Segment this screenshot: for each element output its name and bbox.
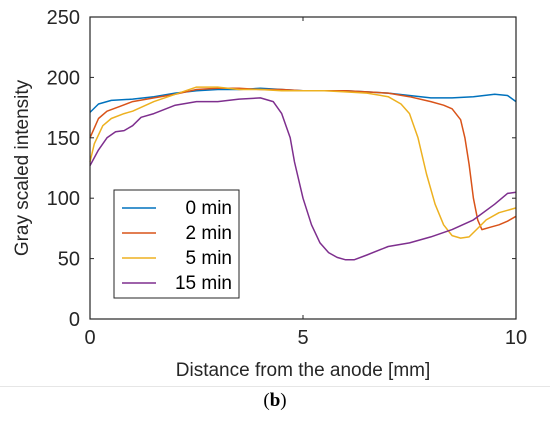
series-line-15-min (89, 97, 517, 261)
x-tick-label: 5 (297, 327, 308, 349)
x-tick-label: 10 (505, 327, 527, 349)
series-line-2-min (89, 87, 517, 231)
legend: 0 min 2 min 5 min 15 min (113, 189, 240, 299)
x-tick-label: 0 (84, 327, 95, 349)
y-tick-label: 200 (47, 67, 80, 89)
legend-items: 0 min 2 min 5 min 15 min (122, 198, 232, 294)
y-tick-label: 100 (47, 188, 80, 210)
y-tick-label: 250 (47, 7, 80, 29)
panel-label: (b) (0, 390, 550, 412)
panel-label-letter: b (269, 390, 281, 411)
panel-label-close: ) (280, 390, 287, 411)
y-tick-label: 0 (69, 309, 80, 331)
legend-label-15-min: 15 min (175, 273, 232, 294)
legend-label-5-min: 5 min (186, 248, 232, 269)
legend-label-0-min: 0 min (186, 198, 232, 219)
legend-label-2-min: 2 min (186, 223, 232, 244)
x-axis-label: Distance from the anode [mm] (176, 360, 431, 381)
y-axis-label: Gray scaled intensity (12, 79, 33, 256)
series-layer (89, 86, 517, 261)
figure-panel: 0 5 10 0 50 100 150 200 250 Distance from the an… (0, 7, 550, 387)
y-tick-label: 50 (58, 249, 80, 271)
panel-label-open: ( (263, 390, 270, 411)
y-tick-label: 150 (47, 128, 80, 150)
series-line-5-min (89, 86, 517, 239)
